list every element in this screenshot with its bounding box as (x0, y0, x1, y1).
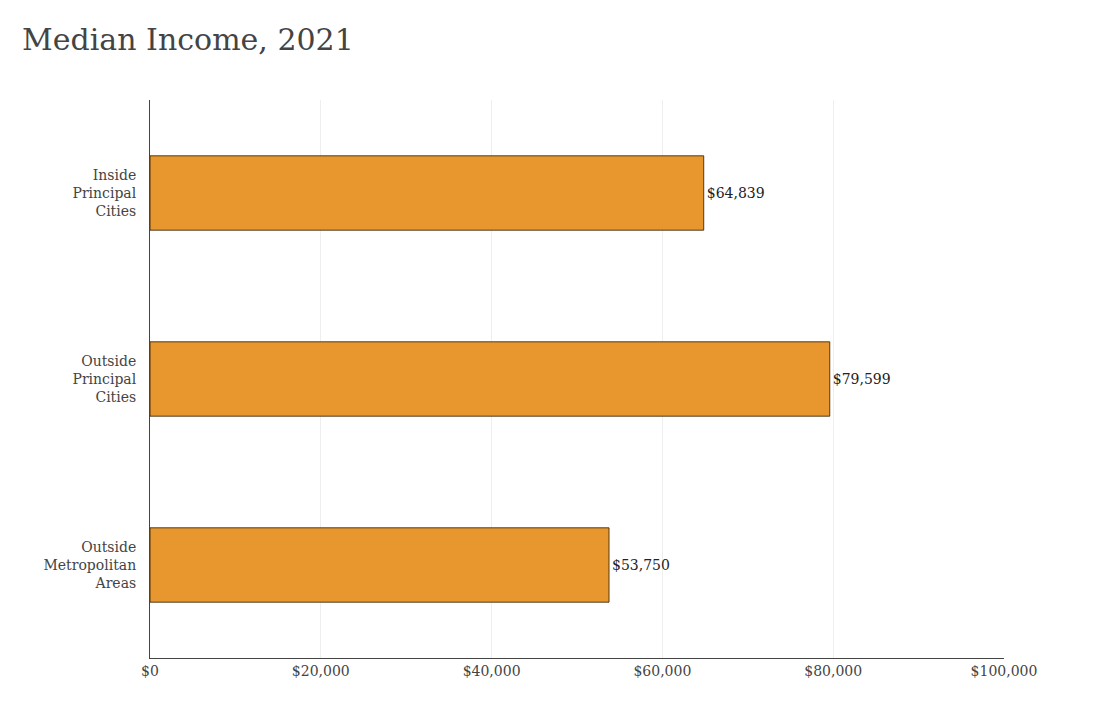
svg-text:$80,000: $80,000 (804, 663, 862, 679)
svg-text:$100,000: $100,000 (971, 663, 1038, 679)
svg-text:$60,000: $60,000 (633, 663, 691, 679)
svg-text:Median Income, 2021: Median Income, 2021 (22, 22, 354, 57)
svg-text:OutsideMetropolitanAreas: OutsideMetropolitanAreas (43, 539, 136, 591)
svg-text:InsidePrincipalCities: InsidePrincipalCities (72, 167, 136, 219)
svg-text:OutsidePrincipalCities: OutsidePrincipalCities (72, 353, 136, 405)
svg-text:$53,750: $53,750 (612, 557, 670, 573)
svg-text:$20,000: $20,000 (292, 663, 350, 679)
svg-text:$64,839: $64,839 (707, 185, 765, 201)
svg-text:$79,599: $79,599 (833, 371, 891, 387)
svg-text:$0: $0 (141, 663, 159, 679)
svg-text:$40,000: $40,000 (463, 663, 521, 679)
